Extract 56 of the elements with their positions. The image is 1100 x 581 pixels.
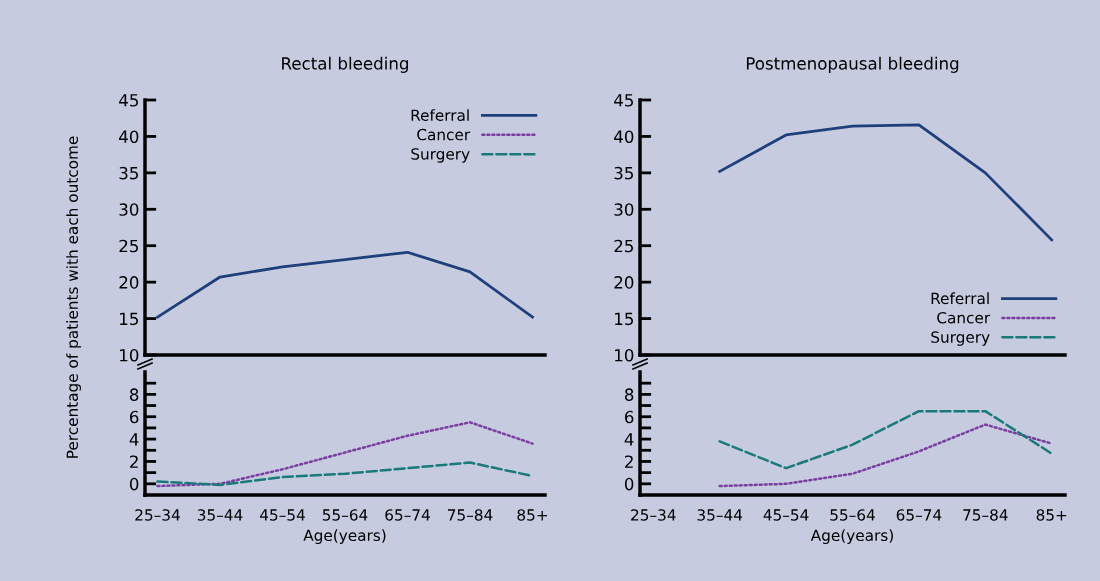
x-tick-label: 65–74: [385, 509, 430, 521]
x-tick-label: 55–64: [830, 509, 875, 521]
chart-title: Postmenopausal bleeding: [746, 56, 959, 73]
y-tick-label: 2: [625, 455, 633, 468]
line-series: [718, 409, 1053, 470]
y-tick-label: 8: [624, 388, 634, 401]
x-tick-label: 85+: [517, 509, 547, 521]
line-series: [718, 423, 1053, 488]
y-tick-label: 35: [119, 166, 138, 180]
legend-label: Surgery: [931, 331, 990, 346]
y-tick-label: 2: [130, 455, 138, 468]
y-tick-label: 4: [624, 433, 634, 446]
y-tick-label: 30: [119, 203, 139, 216]
y-tick-label: 10: [615, 348, 634, 362]
y-tick-label: 45: [614, 94, 633, 107]
y-tick-label: 25: [119, 239, 138, 253]
y-tick-label: 8: [129, 388, 139, 401]
x-tick-label: 25–34: [631, 509, 676, 521]
y-tick-label: 0: [129, 477, 139, 491]
legend-label: Referral: [931, 292, 989, 305]
legend-label: Referral: [411, 109, 469, 121]
x-tick-label: 65–74: [896, 509, 942, 521]
x-tick-label: 45–54: [259, 509, 305, 521]
y-tick-label: 20: [119, 276, 139, 289]
line-series: [156, 250, 534, 319]
x-tick-label: 45–54: [763, 509, 809, 521]
x-tick-label: 25–34: [135, 509, 180, 521]
line-series: [718, 123, 1054, 242]
y-tick-label: 20: [614, 276, 634, 289]
x-axis-title: Age(years): [303, 529, 386, 545]
y-tick-label: 15: [120, 312, 138, 326]
y-tick-label: 30: [614, 203, 634, 216]
y-tick-label: 40: [614, 130, 634, 143]
x-tick-label: 85+: [1036, 509, 1067, 521]
x-tick-label: 55–64: [322, 509, 368, 521]
x-tick-label: 35–44: [697, 509, 743, 521]
y-tick-label: 4: [129, 433, 139, 446]
y-tick-label: 0: [624, 477, 634, 491]
x-tick-label: 35–44: [197, 509, 243, 521]
chart-title: Rectal bleeding: [282, 56, 408, 73]
x-tick-label: 75–84: [963, 509, 1008, 521]
legend-label: Cancer: [937, 311, 991, 324]
y-tick-label: 45: [119, 94, 138, 107]
y-tick-label: 25: [614, 239, 633, 253]
y-tick-label: 6: [130, 410, 139, 424]
y-axis-title: Percentage of patients with each outcome: [66, 136, 81, 458]
y-tick-label: 40: [119, 130, 139, 143]
x-tick-label: 75–84: [447, 509, 493, 521]
y-tick-label: 15: [615, 312, 633, 326]
legend-label: Cancer: [417, 128, 471, 141]
y-tick-label: 6: [625, 410, 634, 424]
x-axis-title: Age(years): [810, 529, 893, 545]
legend-label: Surgery: [411, 148, 470, 163]
line-series: [156, 421, 534, 488]
y-tick-label: 35: [614, 166, 633, 180]
y-tick-label: 10: [120, 348, 139, 362]
